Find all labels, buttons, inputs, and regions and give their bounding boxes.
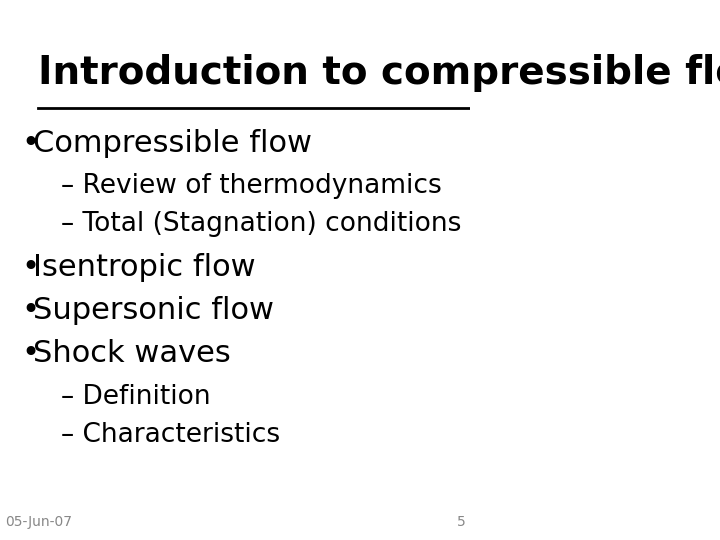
Text: Isentropic flow: Isentropic flow bbox=[33, 253, 256, 282]
Text: – Characteristics: – Characteristics bbox=[61, 422, 280, 448]
Text: – Definition: – Definition bbox=[61, 384, 211, 410]
Text: •: • bbox=[21, 129, 40, 158]
Text: Introduction to compressible flows: Introduction to compressible flows bbox=[37, 54, 720, 92]
Text: Supersonic flow: Supersonic flow bbox=[33, 296, 274, 325]
Text: – Review of thermodynamics: – Review of thermodynamics bbox=[61, 173, 442, 199]
Text: 05-Jun-07: 05-Jun-07 bbox=[5, 515, 72, 529]
Text: 5: 5 bbox=[457, 515, 466, 529]
Text: •: • bbox=[21, 296, 40, 325]
Text: Compressible flow: Compressible flow bbox=[33, 129, 312, 158]
Text: •: • bbox=[21, 339, 40, 368]
Text: Shock waves: Shock waves bbox=[33, 339, 230, 368]
Text: – Total (Stagnation) conditions: – Total (Stagnation) conditions bbox=[61, 211, 462, 237]
Text: •: • bbox=[21, 253, 40, 282]
